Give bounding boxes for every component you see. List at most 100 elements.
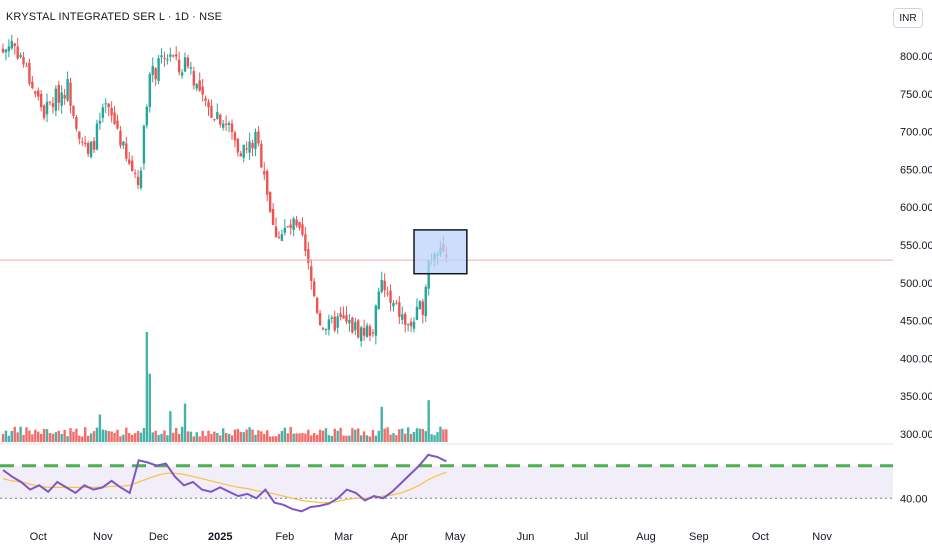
candle-body[interactable] [406,324,410,326]
candle-body[interactable] [377,291,380,309]
candle-body[interactable] [189,67,193,69]
candle-body[interactable] [122,141,125,146]
candle-body[interactable] [277,236,281,238]
candle-body[interactable] [22,57,25,65]
candle-body[interactable] [283,227,287,233]
candle-body[interactable] [421,301,425,315]
candle-body[interactable] [271,208,275,226]
candle-body[interactable] [51,103,55,107]
candle-body[interactable] [315,297,319,313]
candle-body[interactable] [166,59,169,61]
candle-body[interactable] [333,316,336,331]
candle-body[interactable] [357,320,360,338]
candle-body[interactable] [130,160,134,172]
candle-body[interactable] [101,107,105,118]
candle-body[interactable] [175,54,178,57]
candle-body[interactable] [145,106,149,126]
candle-body[interactable] [151,66,154,76]
candle-body[interactable] [157,58,160,81]
candle-body[interactable] [412,321,416,329]
candle-body[interactable] [163,58,166,60]
candle-body[interactable] [198,80,201,91]
candle-body[interactable] [25,65,28,67]
candle-body[interactable] [345,315,348,322]
candle-body[interactable] [148,74,151,107]
candle-body[interactable] [330,317,334,320]
candle-body[interactable] [342,315,345,319]
candle-body[interactable] [424,286,427,317]
candle-body[interactable] [427,260,430,289]
candle-body[interactable] [321,328,325,330]
candle-body[interactable] [172,55,175,57]
candle-body[interactable] [81,141,84,143]
candle-body[interactable] [418,301,422,310]
candle-body[interactable] [210,105,213,118]
candle-body[interactable] [177,59,181,73]
candle-body[interactable] [266,171,269,195]
candle-body[interactable] [78,131,81,139]
candle-body[interactable] [307,249,310,263]
candle-body[interactable] [201,86,204,95]
candle-body[interactable] [69,82,72,106]
candle-body[interactable] [16,46,19,59]
candle-body[interactable] [386,293,389,295]
candle-body[interactable] [227,123,231,126]
candle-body[interactable] [327,319,331,330]
candle-body[interactable] [92,140,96,150]
candle-body[interactable] [4,49,8,53]
candle-body[interactable] [84,142,87,145]
candle-body[interactable] [383,280,386,291]
candle-body[interactable] [242,144,245,158]
candle-body[interactable] [48,101,52,103]
candle-body[interactable] [248,141,251,153]
candle-body[interactable] [63,95,66,99]
candle-body[interactable] [301,224,304,235]
candle-body[interactable] [72,105,75,116]
candle-body[interactable] [57,84,60,103]
candle-body[interactable] [401,314,404,320]
candle-body[interactable] [351,317,354,333]
candle-body[interactable] [110,107,113,116]
candle-body[interactable] [13,43,16,47]
candle-body[interactable] [289,224,292,228]
candle-body[interactable] [236,138,240,153]
candle-body[interactable] [116,120,119,129]
candle-body[interactable] [257,131,260,144]
candle-body[interactable] [310,266,313,281]
candle-body[interactable] [239,153,243,157]
candle-body[interactable] [213,119,216,121]
candle-body[interactable] [354,322,357,331]
candle-body[interactable] [31,81,34,89]
candle-body[interactable] [371,332,375,334]
candle-body[interactable] [75,116,78,129]
candle-body[interactable] [292,218,295,230]
candle-body[interactable] [204,98,207,101]
candle-body[interactable] [60,92,63,106]
candle-body[interactable] [133,172,137,174]
candle-body[interactable] [207,101,210,108]
candle-body[interactable] [183,57,187,72]
candle-body[interactable] [395,302,398,304]
candle-body[interactable] [348,320,351,324]
candle-body[interactable] [139,170,143,189]
candle-body[interactable] [95,123,99,150]
candle-body[interactable] [192,71,196,86]
candle-body[interactable] [233,132,237,141]
candle-body[interactable] [37,90,40,97]
candle-body[interactable] [42,105,46,118]
candle-body[interactable] [362,327,366,336]
candle-body[interactable] [221,123,225,128]
candle-body[interactable] [113,112,116,125]
candle-body[interactable] [359,327,363,342]
candle-body[interactable] [415,306,419,320]
candle-body[interactable] [219,114,222,125]
candle-body[interactable] [254,131,257,149]
candle-body[interactable] [154,68,157,80]
candle-body[interactable] [389,290,392,303]
candle-body[interactable] [336,316,339,328]
candle-body[interactable] [1,48,5,53]
candle-body[interactable] [128,159,131,164]
candle-body[interactable] [230,123,234,132]
candle-body[interactable] [404,313,407,325]
